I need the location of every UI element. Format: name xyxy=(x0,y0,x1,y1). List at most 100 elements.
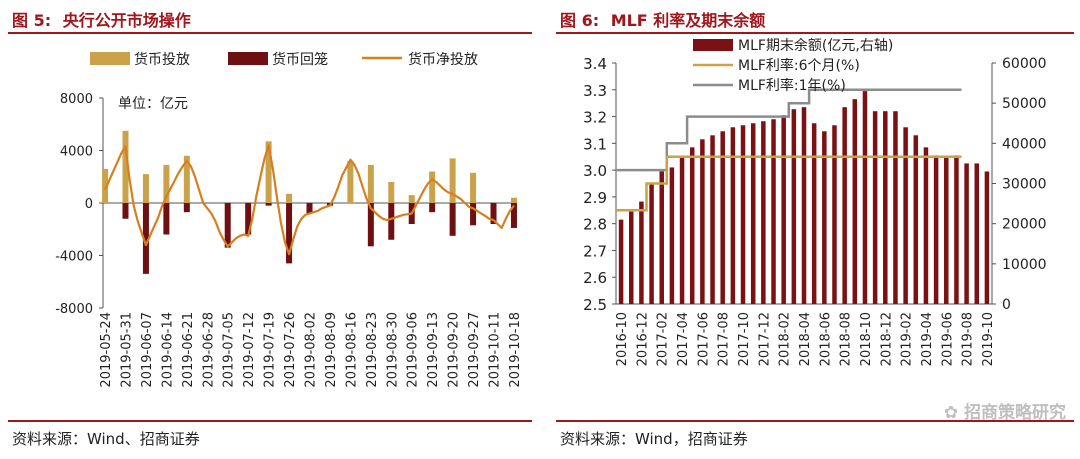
bar-mlf-balance xyxy=(984,171,990,304)
legend-label-1y: MLF利率:1年(%) xyxy=(738,77,846,94)
x-tick-label: 2018-06 xyxy=(818,312,833,366)
bar-mlf-balance xyxy=(801,107,807,304)
bar-withdrawal xyxy=(388,203,395,240)
bar-mlf-balance xyxy=(781,115,786,304)
left-tick-label: 3.0 xyxy=(583,162,607,180)
x-tick-label: 2019-04 xyxy=(920,312,935,366)
x-tick-label: 2019-09-20 xyxy=(447,312,462,388)
x-tick-label: 2018-02 xyxy=(778,312,793,366)
bar-withdrawal xyxy=(286,203,293,264)
bar-mlf-balance xyxy=(628,211,634,304)
x-tick-label: 2019-07-12 xyxy=(242,312,257,388)
x-tick-label: 2019-02 xyxy=(900,312,915,366)
right-tick-label: 40000 xyxy=(1002,136,1047,152)
bar-mlf-balance xyxy=(639,201,644,304)
left-tick-label: 2.7 xyxy=(583,242,607,260)
legend-swatch-injection xyxy=(90,52,130,65)
chart-panel-open-market: 图 5: 央行公开市场操作 8000 4000 0 -4000 -8000 单位：亿元 货币… xyxy=(8,7,532,448)
x-tick-label: 2019-08-02 xyxy=(304,312,319,388)
x-tick-label: 2017-10 xyxy=(737,312,752,366)
bar-mlf-balance xyxy=(832,125,837,304)
bar-injection xyxy=(142,174,149,203)
bar-mlf-balance xyxy=(791,109,797,304)
right-tick-label: 0 xyxy=(1002,297,1011,313)
x-tick-label: 2019-08 xyxy=(961,312,976,366)
left-tick-label: 3.4 xyxy=(583,55,607,73)
bar-mlf-balance xyxy=(852,99,858,305)
x-tick-label: 2019-08-23 xyxy=(365,312,380,388)
source-rule xyxy=(8,420,532,422)
bar-withdrawal xyxy=(265,203,272,206)
bar-injection xyxy=(510,197,517,203)
bar-injection xyxy=(429,171,436,203)
x-tick-label: 2017-04 xyxy=(676,312,691,366)
bar-mlf-balance xyxy=(893,111,898,304)
x-tick-label: 2018-10 xyxy=(859,312,874,366)
bar-withdrawal xyxy=(224,203,231,248)
x-tick-label: 2018-08 xyxy=(839,312,854,366)
x-tick-label: 2017-06 xyxy=(696,312,711,366)
bar-injection xyxy=(408,195,415,203)
legend-label-injection: 货币投放 xyxy=(134,51,190,68)
bar-injection xyxy=(347,161,354,203)
legend-label-balance: MLF期末余额(亿元,右轴) xyxy=(738,37,893,54)
right-tick-label: 60000 xyxy=(1002,56,1047,72)
x-tick-label: 2019-06-07 xyxy=(140,312,155,388)
watermark-text: 招商策略研究 xyxy=(964,403,1066,423)
bar-injection xyxy=(265,141,272,203)
net-injection-line xyxy=(103,144,515,256)
watermark: ✿ 招商策略研究 xyxy=(944,398,1066,423)
unit-label: 单位：亿元 xyxy=(118,96,188,112)
bar-injection xyxy=(286,193,293,203)
figure-title-right: 图 6: MLF 利率及期末余额 xyxy=(560,7,765,31)
wechat-icon: ✿ xyxy=(943,403,959,423)
x-tick-label: 2017-12 xyxy=(757,312,772,366)
x-tick-label: 2018-12 xyxy=(879,312,894,366)
bar-mlf-balance xyxy=(903,127,908,305)
right-tick-label: 10000 xyxy=(1002,257,1047,273)
bar-mlf-balance xyxy=(933,155,939,304)
left-tick-label: 2.5 xyxy=(583,296,607,314)
x-tick-label: 2019-09-27 xyxy=(467,312,482,388)
x-tick-label: 2019-07-05 xyxy=(222,312,237,388)
bar-withdrawal xyxy=(490,203,497,224)
x-tick-label: 2019-08-16 xyxy=(344,312,359,388)
y-tick-label: -8000 xyxy=(55,302,93,317)
mlf-chart: 3.4 3.3 3.2 3.1 3.0 2.9 2.8 2.7 2.6 2.5 60000 50000… xyxy=(583,37,1047,366)
bar-mlf-balance xyxy=(700,139,705,304)
legend-label-net: 货币净投放 xyxy=(408,51,478,68)
bar-withdrawal xyxy=(306,203,313,214)
y-tick-label: 4000 xyxy=(60,145,93,160)
x-tick-label: 2018-04 xyxy=(798,312,813,366)
bar-injection xyxy=(122,130,129,203)
legend-swatch-withdrawal xyxy=(228,52,268,65)
x-tick-label: 2019-10-18 xyxy=(508,312,523,388)
bar-withdrawal xyxy=(367,203,374,247)
bar-withdrawal xyxy=(449,203,456,236)
bar-mlf-balance xyxy=(720,131,725,304)
bar-injection xyxy=(163,164,170,203)
x-tick-label: 2019-08-09 xyxy=(324,312,339,388)
bar-withdrawal xyxy=(429,203,436,213)
bar-mlf-balance xyxy=(964,163,969,304)
y-tick-label: -4000 xyxy=(55,250,93,265)
bar-injection xyxy=(102,168,109,203)
bar-mlf-balance xyxy=(913,135,919,304)
figure-title-left: 图 5: 央行公开市场操作 xyxy=(12,7,191,31)
bar-mlf-balance xyxy=(944,157,949,304)
y-tick-label: 0 xyxy=(85,197,93,212)
title-underline xyxy=(556,32,1074,34)
x-tick-label: 2019-09-13 xyxy=(426,312,441,388)
bar-withdrawal xyxy=(163,203,170,235)
x-tick-label: 2016-12 xyxy=(635,312,650,366)
x-tick-label: 2019-06-21 xyxy=(181,312,196,388)
bar-mlf-balance xyxy=(811,123,817,304)
bar-mlf-balance xyxy=(771,119,776,304)
x-tick-label: 2019-06-28 xyxy=(201,312,216,388)
figure-number: 图 5: xyxy=(12,11,52,30)
bar-injection xyxy=(367,164,374,203)
x-tick-label: 2017-08 xyxy=(717,312,732,366)
bar-mlf-balance xyxy=(761,121,766,304)
bar-withdrawal xyxy=(510,203,517,228)
legend-label-6m: MLF利率:6个月(%) xyxy=(738,57,860,74)
